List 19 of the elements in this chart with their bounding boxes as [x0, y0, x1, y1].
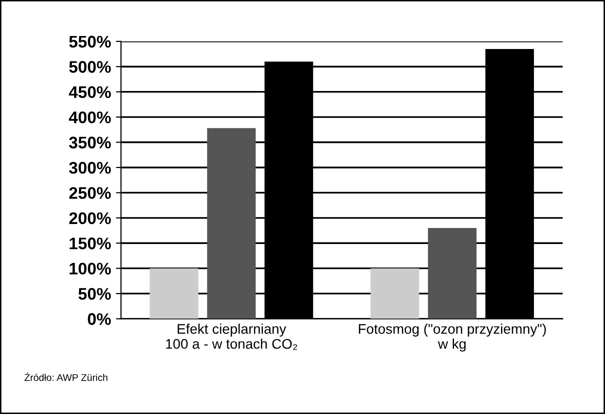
y-tick-label: 450%: [68, 86, 111, 98]
x-tick-label: Efekt cieplarniany 100 a - w tonach CO₂: [166, 324, 298, 350]
y-tick-label: 550%: [69, 36, 111, 48]
bar: [207, 128, 256, 319]
bar: [428, 228, 477, 319]
bar: [150, 268, 198, 319]
y-tick-label: 200%: [69, 212, 111, 224]
y-tick-label: 50%: [78, 288, 111, 300]
y-tick-label: 150%: [70, 238, 111, 250]
y-tick-label: 300%: [69, 162, 111, 174]
y-tick-label: 400%: [68, 111, 111, 124]
y-tick-label: 100%: [70, 262, 111, 275]
x-tick-label: Fotosmog ("ozon przyziemny") w kg: [358, 324, 546, 352]
y-tick-label: 0%: [88, 313, 111, 325]
y-tick-label: 350%: [69, 136, 111, 148]
bar: [370, 268, 420, 319]
y-tick-label: 250%: [69, 187, 111, 199]
text: Źródło: AWP Zürich: [24, 372, 108, 381]
y-tick-label: 500%: [69, 61, 111, 73]
